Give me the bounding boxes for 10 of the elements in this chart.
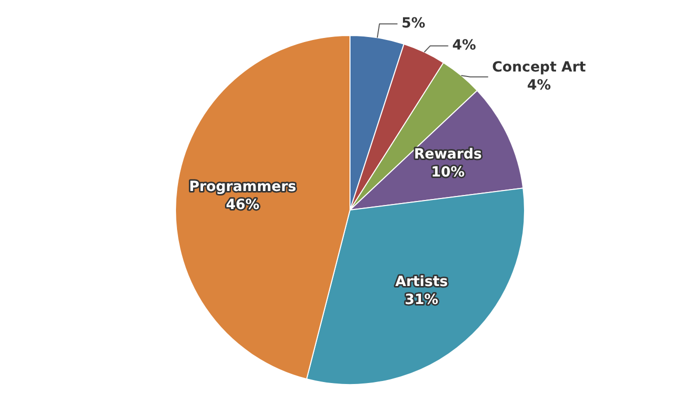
slice-label: Programmers xyxy=(189,179,296,196)
slice-label: Concept Art xyxy=(492,59,586,76)
slice-label: Rewards xyxy=(414,146,482,163)
data-label: 31% xyxy=(404,292,438,308)
data-label: 4% xyxy=(527,77,551,94)
slice-label: Artists xyxy=(395,274,448,290)
data-label: 5% xyxy=(401,15,426,32)
data-label: 4% xyxy=(452,37,476,54)
data-label: 10% xyxy=(431,164,465,181)
data-label: 46% xyxy=(226,197,260,214)
